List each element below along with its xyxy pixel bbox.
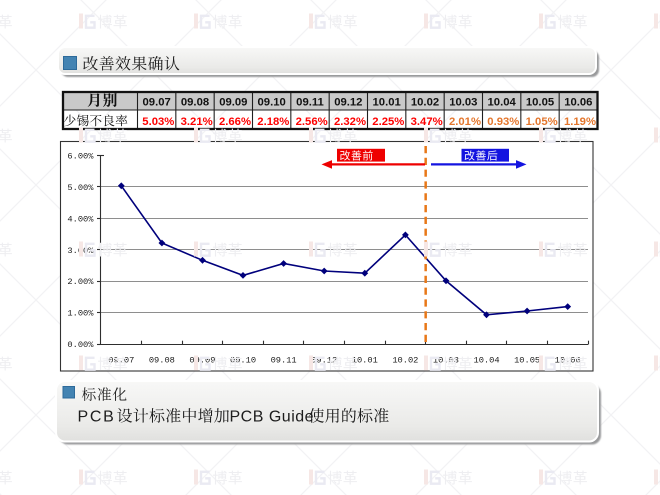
svg-text:2.32%: 2.32% xyxy=(334,116,366,128)
svg-text:09.07: 09.07 xyxy=(143,96,171,108)
svg-text:09.12: 09.12 xyxy=(334,96,362,108)
svg-text:10.02: 10.02 xyxy=(411,96,439,108)
svg-text:PCB: PCB xyxy=(78,409,116,426)
svg-text:1.19%: 1.19% xyxy=(564,116,596,128)
svg-text:10.05: 10.05 xyxy=(514,355,540,365)
svg-text:2.56%: 2.56% xyxy=(296,116,328,128)
svg-text:6.00%: 6.00% xyxy=(67,151,94,161)
svg-text:09.11: 09.11 xyxy=(296,96,324,108)
svg-text:0.00%: 0.00% xyxy=(67,340,94,350)
svg-text:10.06: 10.06 xyxy=(564,96,592,108)
svg-text:1.00%: 1.00% xyxy=(67,309,94,319)
svg-text:1.05%: 1.05% xyxy=(526,116,558,128)
svg-text:PCB Guide: PCB Guide xyxy=(230,409,315,426)
svg-text:09.09: 09.09 xyxy=(219,96,247,108)
svg-text:10.02: 10.02 xyxy=(392,355,418,365)
svg-text:3.21%: 3.21% xyxy=(181,116,213,128)
svg-text:10.05: 10.05 xyxy=(526,96,554,108)
svg-text:2.01%: 2.01% xyxy=(449,116,481,128)
svg-text:09.12: 09.12 xyxy=(311,355,337,365)
svg-text:09.08: 09.08 xyxy=(181,96,209,108)
svg-text:5.00%: 5.00% xyxy=(67,183,94,193)
svg-text:09.09: 09.09 xyxy=(189,355,215,365)
svg-text:2.18%: 2.18% xyxy=(257,116,289,128)
svg-text:09.08: 09.08 xyxy=(149,355,175,365)
svg-text:09.10: 09.10 xyxy=(258,96,286,108)
svg-text:4.00%: 4.00% xyxy=(67,214,94,224)
svg-text:10.04: 10.04 xyxy=(488,96,517,108)
svg-text:3.47%: 3.47% xyxy=(411,116,443,128)
svg-text:10.01: 10.01 xyxy=(352,355,378,365)
svg-text:10.03: 10.03 xyxy=(449,96,477,108)
svg-text:10.04: 10.04 xyxy=(474,355,500,365)
svg-text:2.00%: 2.00% xyxy=(67,277,94,287)
svg-text:09.10: 09.10 xyxy=(230,355,256,365)
svg-text:09.11: 09.11 xyxy=(271,355,297,365)
svg-text:5.03%: 5.03% xyxy=(142,116,174,128)
svg-text:0.93%: 0.93% xyxy=(487,116,519,128)
svg-text:10.01: 10.01 xyxy=(373,96,401,108)
svg-text:2.25%: 2.25% xyxy=(372,116,404,128)
svg-text:2.66%: 2.66% xyxy=(219,116,251,128)
